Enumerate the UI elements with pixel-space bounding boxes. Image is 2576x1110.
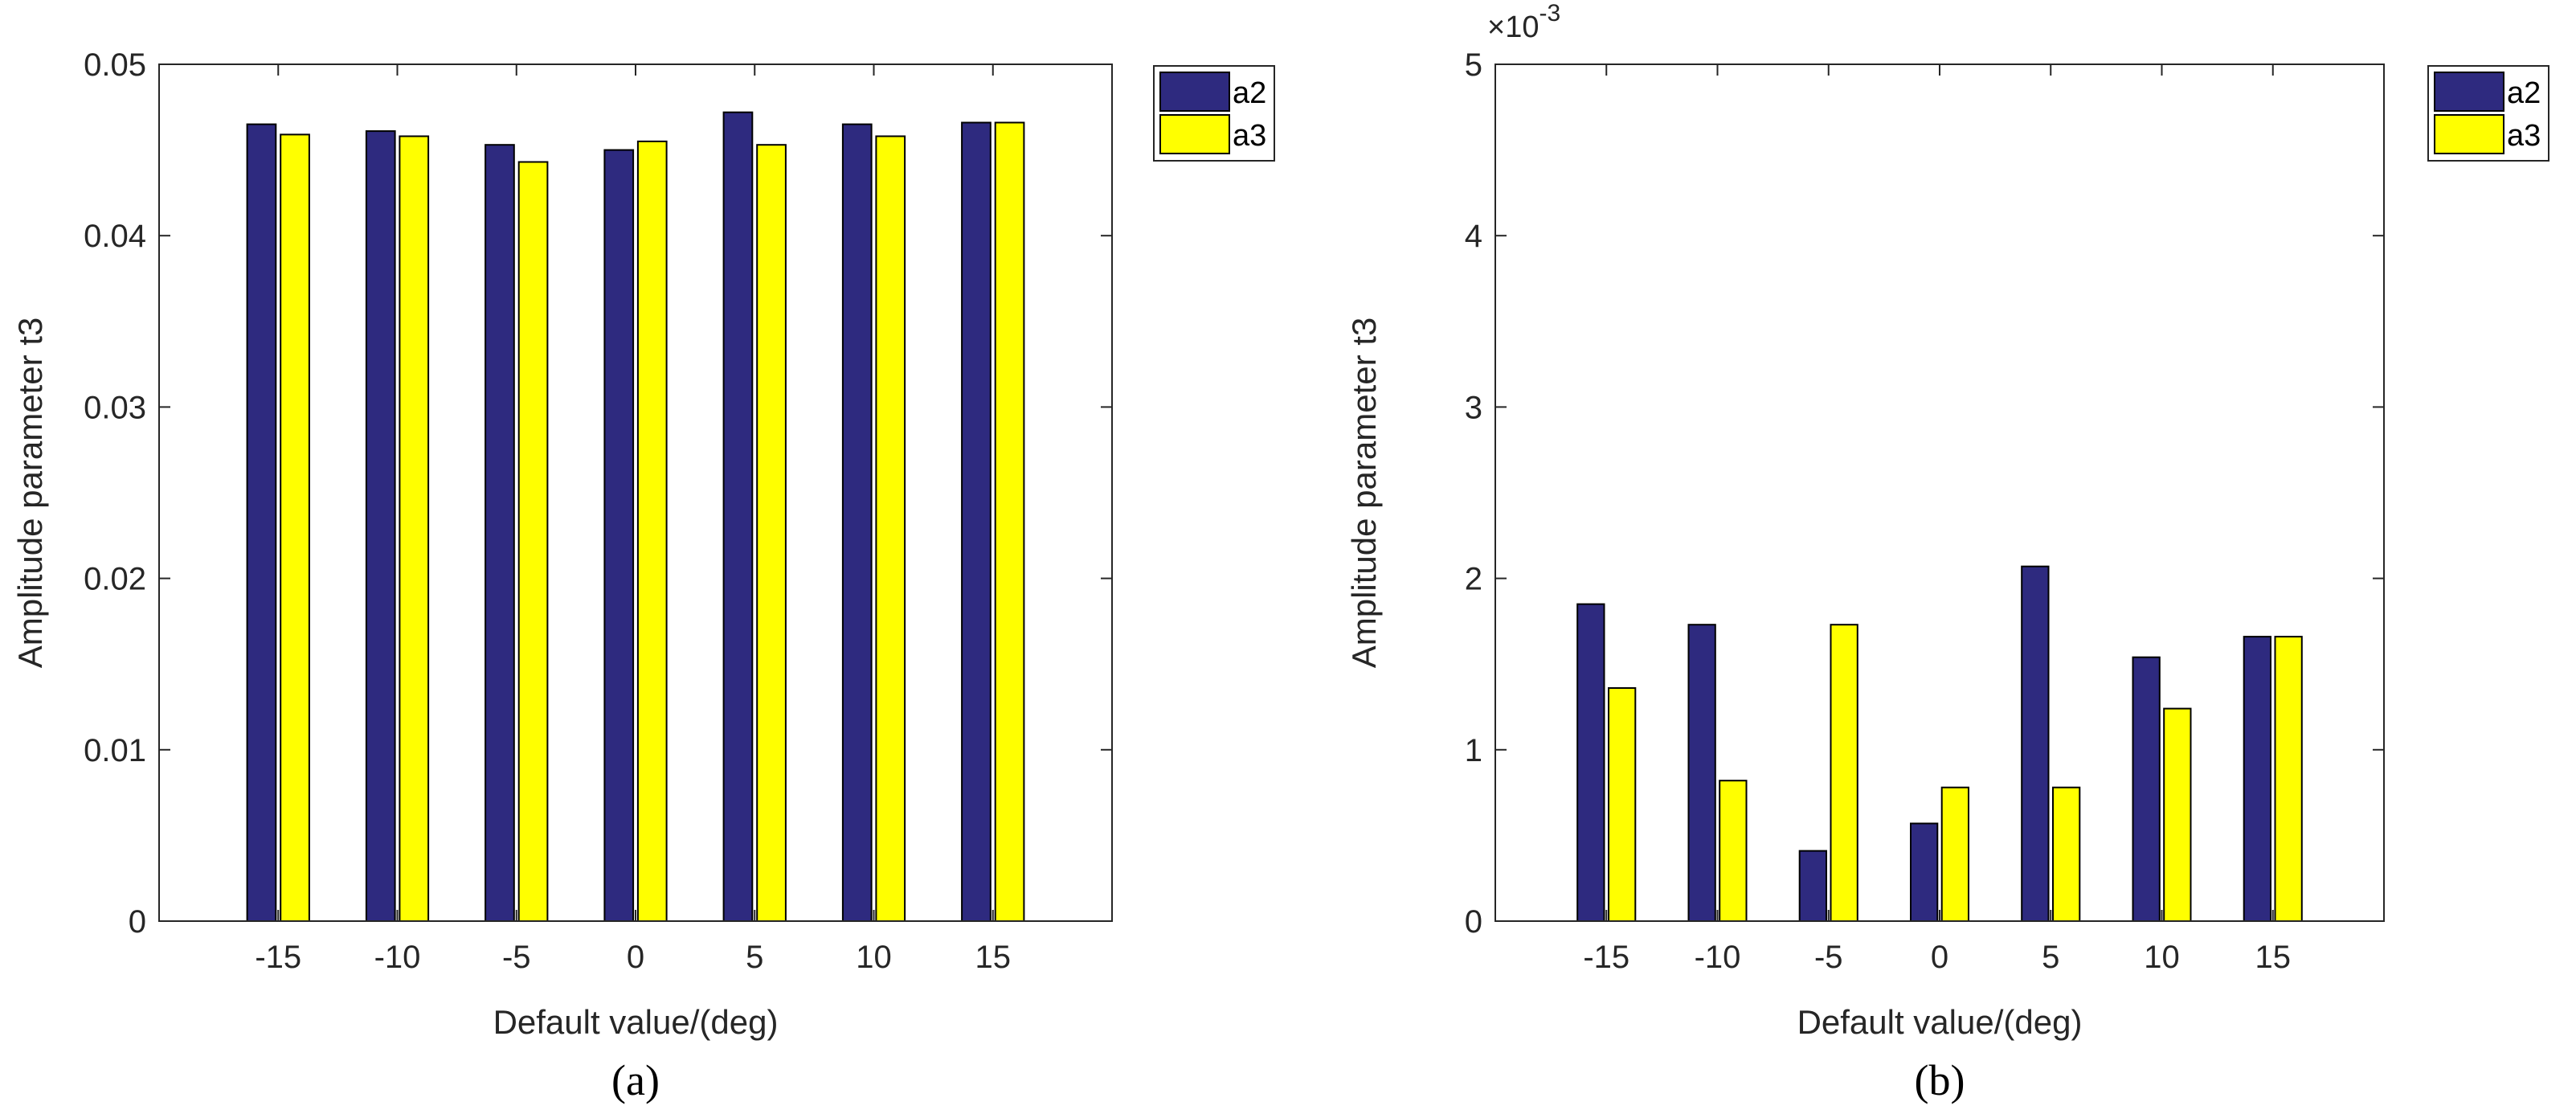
legend-label-a3: a3 xyxy=(1233,119,1266,153)
bar-a2--10 xyxy=(365,130,396,923)
bar-a3-10 xyxy=(875,135,906,922)
y-tick-label: 0.05 xyxy=(84,47,146,83)
legend-swatch-a3 xyxy=(2434,114,2504,154)
x-tick-label: 15 xyxy=(975,940,1012,975)
bar-a2-0 xyxy=(1910,822,1939,922)
bar-a2-15 xyxy=(961,121,992,922)
bar-a2-5 xyxy=(722,111,754,922)
bar-a3--5 xyxy=(517,161,549,922)
x-tick-label: 10 xyxy=(856,940,892,975)
legend-label-a3: a3 xyxy=(2507,119,2541,153)
y-tick-label: 1 xyxy=(1465,733,1482,768)
bar-a2--15 xyxy=(246,123,277,923)
bar-a2--5 xyxy=(485,144,515,922)
y-tick-label: 3 xyxy=(1465,390,1482,425)
bar-a3-0 xyxy=(636,140,668,922)
bar-a2--10 xyxy=(1687,624,1716,922)
bar-a2-10 xyxy=(841,123,873,923)
bar-a3-5 xyxy=(2052,786,2081,923)
x-tick-label: -15 xyxy=(255,940,301,975)
bar-a2-10 xyxy=(2132,656,2161,922)
y-tick-label: 2 xyxy=(1465,562,1482,597)
bar-a3--15 xyxy=(1608,687,1637,922)
bar-a3-0 xyxy=(1940,786,1969,923)
x-tick-label: -5 xyxy=(1814,940,1843,975)
bar-a3-5 xyxy=(756,144,787,922)
x-tick-label: -10 xyxy=(374,940,421,975)
x-tick-label: 0 xyxy=(1931,940,1948,975)
bar-a3-15 xyxy=(2274,636,2303,922)
y-tick-label: 0 xyxy=(1465,904,1482,940)
x-tick-label: -5 xyxy=(502,940,531,975)
bar-a3--10 xyxy=(1719,780,1748,923)
panel-a: 0 0.01 0.02 0.03 0.04 0.05 -15 -10 -5 0 5 10 15 Defau… xyxy=(11,47,1275,1104)
y-axis-label: Amplitude parameter t3 xyxy=(1345,317,1383,669)
x-axis-label: Default value/(deg) xyxy=(493,1003,779,1041)
bar-a2-0 xyxy=(603,149,635,923)
x-tick-label: 5 xyxy=(2042,940,2059,975)
bar-a3-10 xyxy=(2163,707,2192,922)
y-tick-label: 0.01 xyxy=(84,733,146,768)
y-axis-multiplier: ×10-3 xyxy=(1487,0,1560,44)
x-tick-label: 15 xyxy=(2255,940,2292,975)
bar-a2--5 xyxy=(1798,850,1827,922)
panel-caption: (a) xyxy=(611,1056,660,1104)
bar-a2--15 xyxy=(1576,603,1605,922)
bar-a3-15 xyxy=(994,121,1025,922)
legend-swatch-a3 xyxy=(1159,114,1230,154)
legend-swatch-a2 xyxy=(1159,72,1230,112)
y-tick-label: 5 xyxy=(1465,47,1482,83)
multiplier-base: ×10 xyxy=(1487,10,1539,44)
x-tick-label: -10 xyxy=(1695,940,1741,975)
y-tick-label: 0.03 xyxy=(84,390,146,425)
x-tick-label: -15 xyxy=(1583,940,1629,975)
x-axis-label: Default value/(deg) xyxy=(1797,1003,2083,1041)
plot-area xyxy=(159,64,1112,921)
x-tick-label: 10 xyxy=(2144,940,2180,975)
x-tick-label: 0 xyxy=(627,940,644,975)
legend-label-a2: a2 xyxy=(2507,76,2541,110)
y-tick-label: 4 xyxy=(1465,219,1482,254)
bar-a3--15 xyxy=(280,133,310,922)
bar-a2-5 xyxy=(2021,565,2050,922)
x-tick-label: 5 xyxy=(746,940,763,975)
panel-b: 0 1 2 3 4 5 -15 -10 -5 0 5 10 15 Default value/(deg) A… xyxy=(1345,0,2549,1104)
bar-a3--10 xyxy=(399,135,430,922)
plot-area xyxy=(1495,64,2384,921)
bar-a2-15 xyxy=(2243,636,2271,922)
bar-a3--5 xyxy=(1830,624,1858,922)
y-tick-label: 0.02 xyxy=(84,562,146,597)
legend-label-a2: a2 xyxy=(1233,76,1266,110)
y-axis-label: Amplitude parameter t3 xyxy=(11,317,49,669)
multiplier-exponent: -3 xyxy=(1539,0,1560,27)
legend-swatch-a2 xyxy=(2434,72,2504,112)
panel-caption: (b) xyxy=(1915,1056,1965,1104)
y-tick-label: 0 xyxy=(129,904,146,940)
y-tick-label: 0.04 xyxy=(84,219,146,254)
